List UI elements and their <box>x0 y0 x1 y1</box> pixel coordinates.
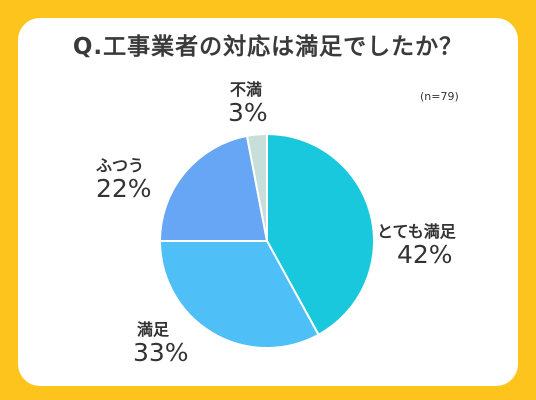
slice-label-very-satisfied: とても満足 42% <box>377 218 456 268</box>
slice-label-satisfied: 満足 33% <box>133 316 189 366</box>
slice-neutral <box>158 134 269 242</box>
chart-title: Q.工事業者の対応は満足でしたか？ <box>72 34 464 60</box>
slice-percent: 22% <box>96 174 152 203</box>
slice-label-neutral: ふつう 22% <box>96 152 152 202</box>
sample-size-note: (n=79) <box>420 90 459 103</box>
slice-name: ふつう <box>96 156 145 175</box>
slice-dissatisfied <box>245 132 268 242</box>
slice-satisfied <box>158 240 320 349</box>
slice-percent: 33% <box>133 338 189 367</box>
slice-name: 不満 <box>230 80 263 99</box>
slice-percent: 42% <box>397 240 453 269</box>
slice-percent: 3% <box>228 98 268 127</box>
slice-name: とても満足 <box>377 222 456 241</box>
slice-very-satisfied <box>266 132 375 337</box>
slice-label-dissatisfied: 不満 3% <box>228 76 268 126</box>
slice-name: 満足 <box>137 320 170 339</box>
